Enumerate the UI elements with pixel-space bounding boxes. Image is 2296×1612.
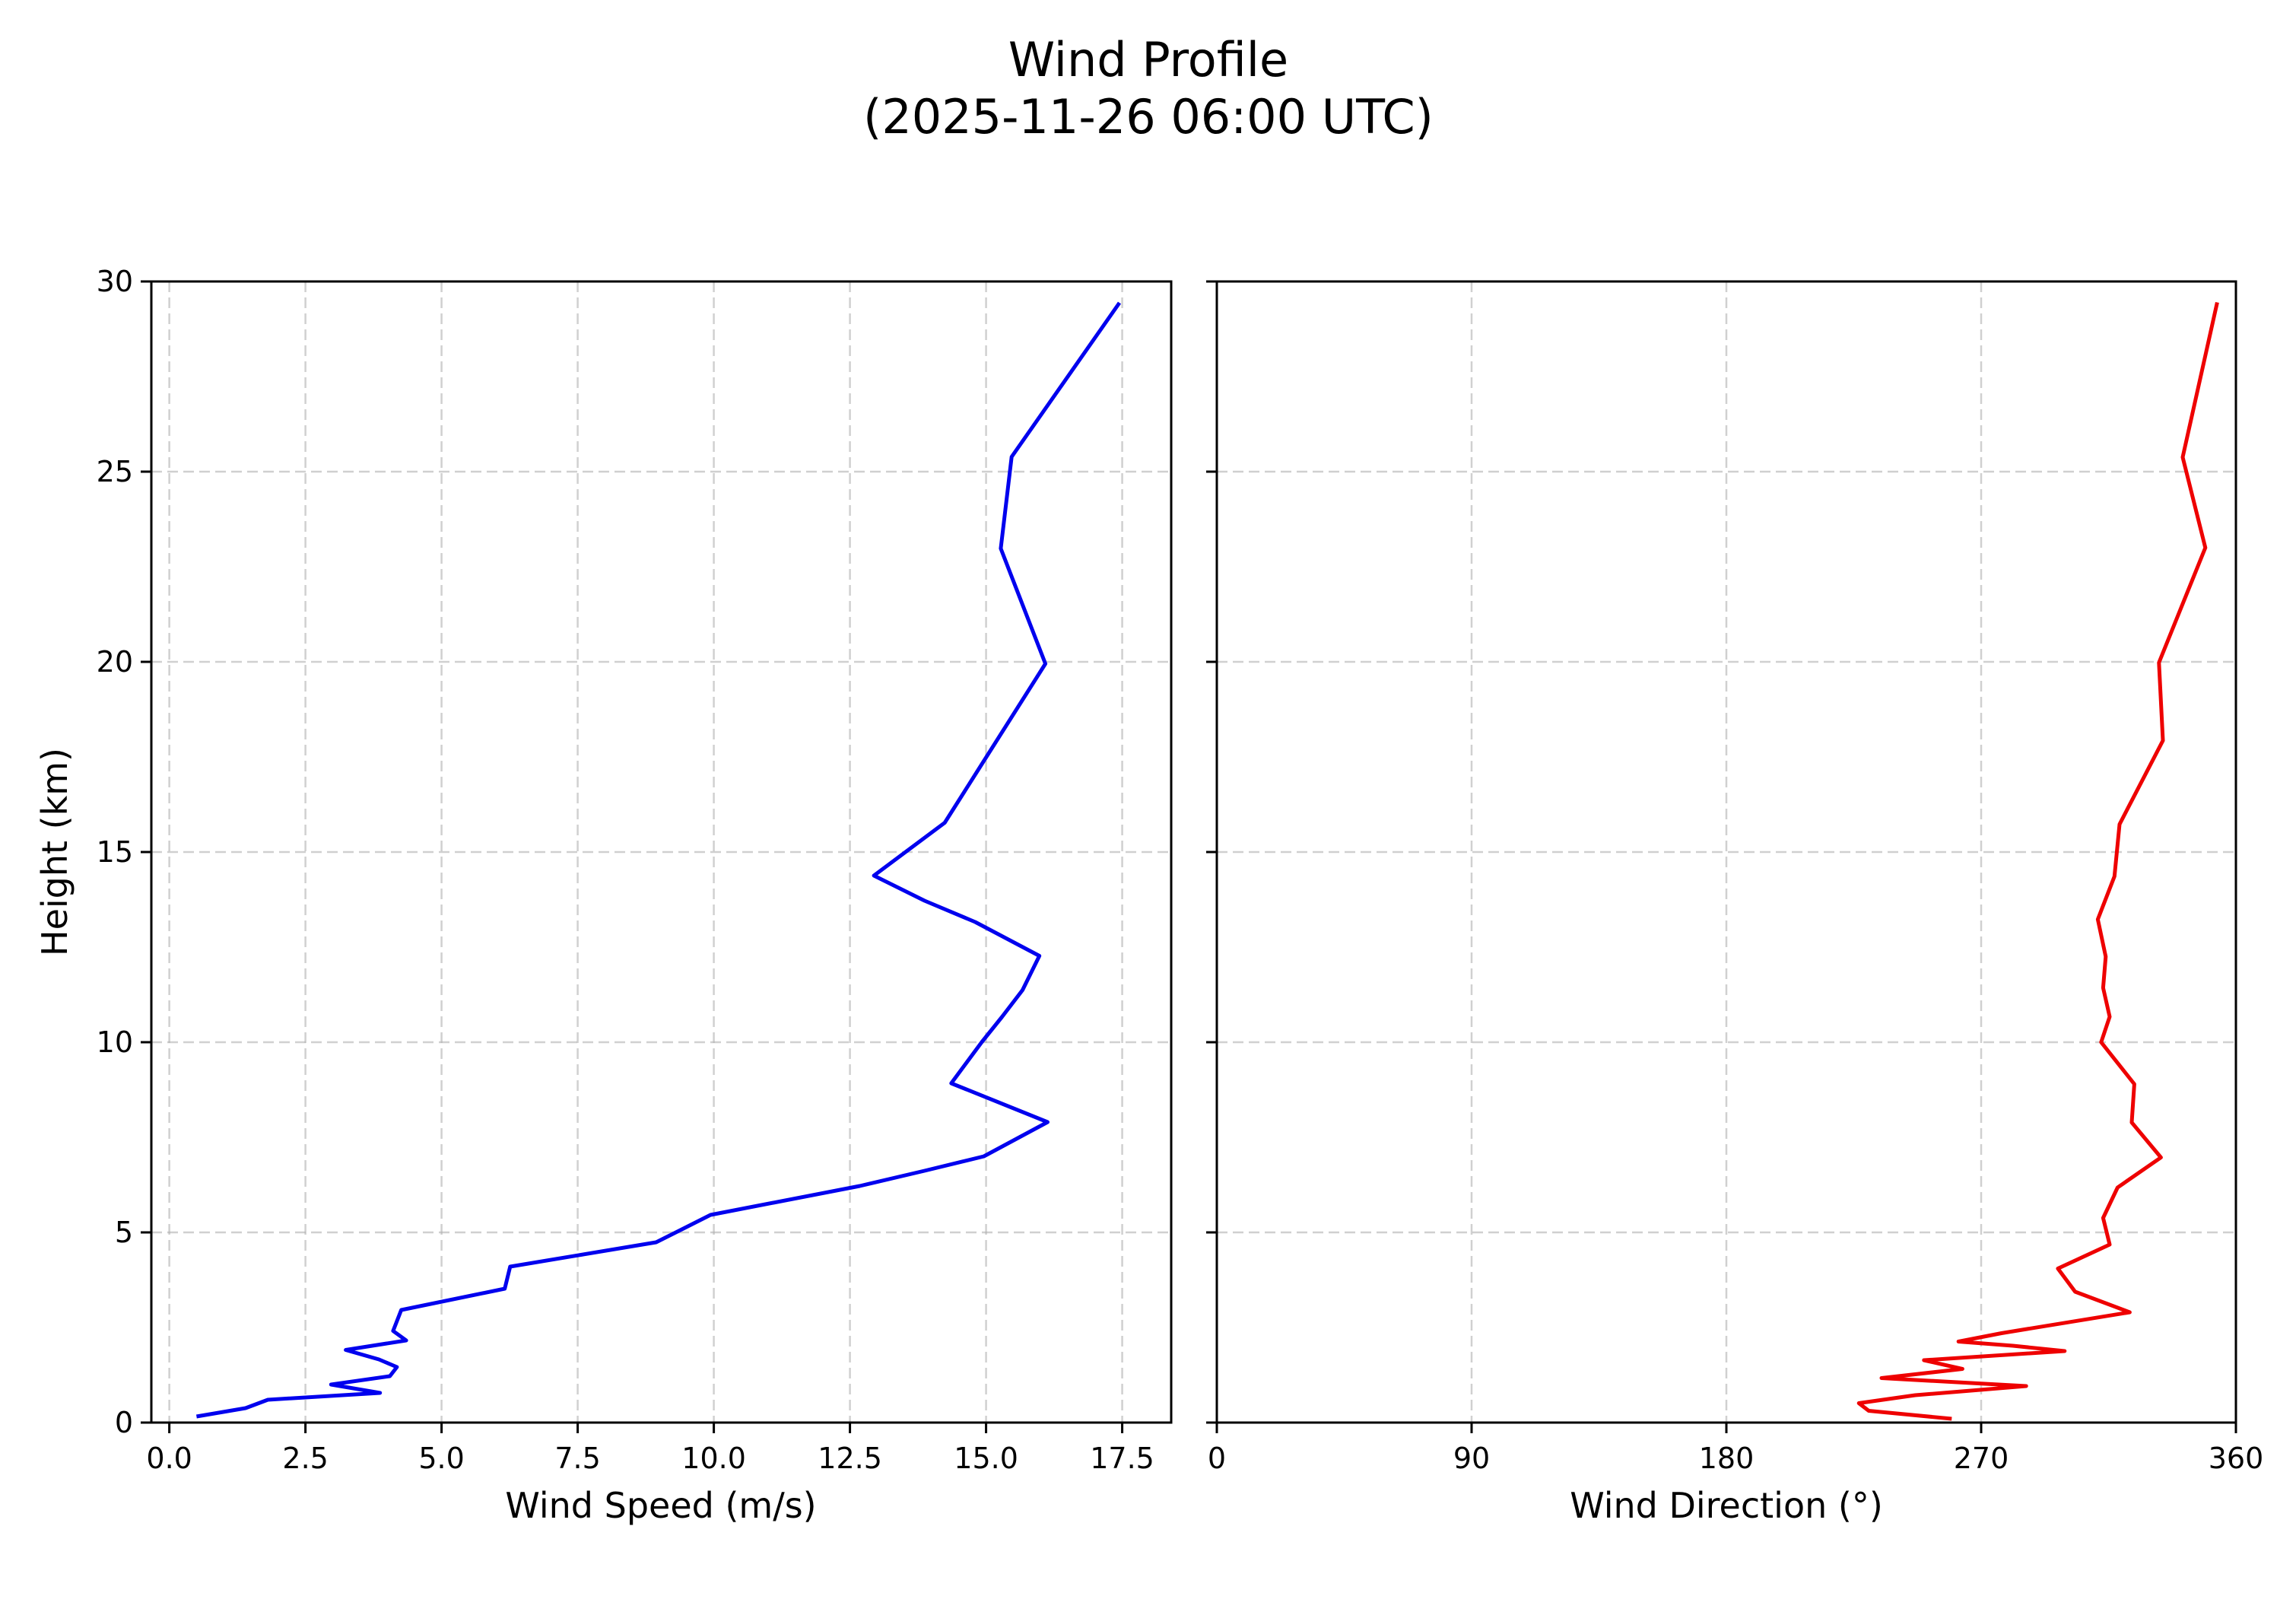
chart-title-line2: (2025-11-26 06:00 UTC) bbox=[863, 89, 1434, 145]
wind-speed-x-ticks: 0.0 2.5 5.0 7.5 10.0 12.5 15.0 17.5 bbox=[146, 1423, 1154, 1475]
x-tick-label: 2.5 bbox=[282, 1442, 328, 1475]
x-tick-label: 360 bbox=[2209, 1442, 2264, 1475]
x-tick-label: 15.0 bbox=[954, 1442, 1018, 1475]
x-tick-label: 7.5 bbox=[554, 1442, 600, 1475]
x-tick-label: 12.5 bbox=[818, 1442, 882, 1475]
wind-direction-x-axis-label: Wind Direction (°) bbox=[1570, 1485, 1883, 1526]
y-tick-label: 5 bbox=[115, 1216, 133, 1249]
wind-direction-line bbox=[1856, 301, 2219, 1421]
x-tick-label: 270 bbox=[1954, 1442, 2009, 1475]
y-tick-label: 25 bbox=[97, 455, 133, 488]
chart-title-line1: Wind Profile bbox=[1008, 32, 1288, 87]
x-tick-label: 90 bbox=[1453, 1442, 1490, 1475]
x-tick-label: 0 bbox=[1208, 1442, 1226, 1475]
wind-speed-x-axis-label: Wind Speed (m/s) bbox=[505, 1485, 816, 1526]
y-tick-label: 10 bbox=[97, 1025, 133, 1059]
x-tick-label: 10.0 bbox=[681, 1442, 746, 1475]
y-tick-label: 15 bbox=[97, 835, 133, 869]
x-tick-label: 0.0 bbox=[146, 1442, 192, 1475]
x-tick-label: 17.5 bbox=[1090, 1442, 1154, 1475]
height-y-ticks: 0 5 10 15 20 25 30 bbox=[97, 265, 151, 1439]
wind-speed-line bbox=[195, 301, 1122, 1419]
wind-speed-panel: 0.0 2.5 5.0 7.5 10.0 12.5 15.0 17.5 0 5 10 15 20 25 3… bbox=[34, 265, 1173, 1526]
y-tick-label: 20 bbox=[97, 645, 133, 679]
y-tick-label: 0 bbox=[115, 1406, 133, 1439]
wind-speed-gridlines bbox=[151, 281, 1171, 1423]
y-tick-label: 30 bbox=[97, 265, 133, 298]
x-tick-label: 180 bbox=[1699, 1442, 1755, 1475]
wind-direction-panel: 0 90 180 270 360 Wind Direction (°) bbox=[1206, 280, 2263, 1526]
wind-direction-x-ticks: 0 90 180 270 360 bbox=[1208, 1423, 2263, 1475]
height-y-axis-label: Height (km) bbox=[34, 748, 75, 956]
wind-direction-y-ticks bbox=[1206, 280, 1217, 1424]
x-tick-label: 5.0 bbox=[418, 1442, 464, 1475]
